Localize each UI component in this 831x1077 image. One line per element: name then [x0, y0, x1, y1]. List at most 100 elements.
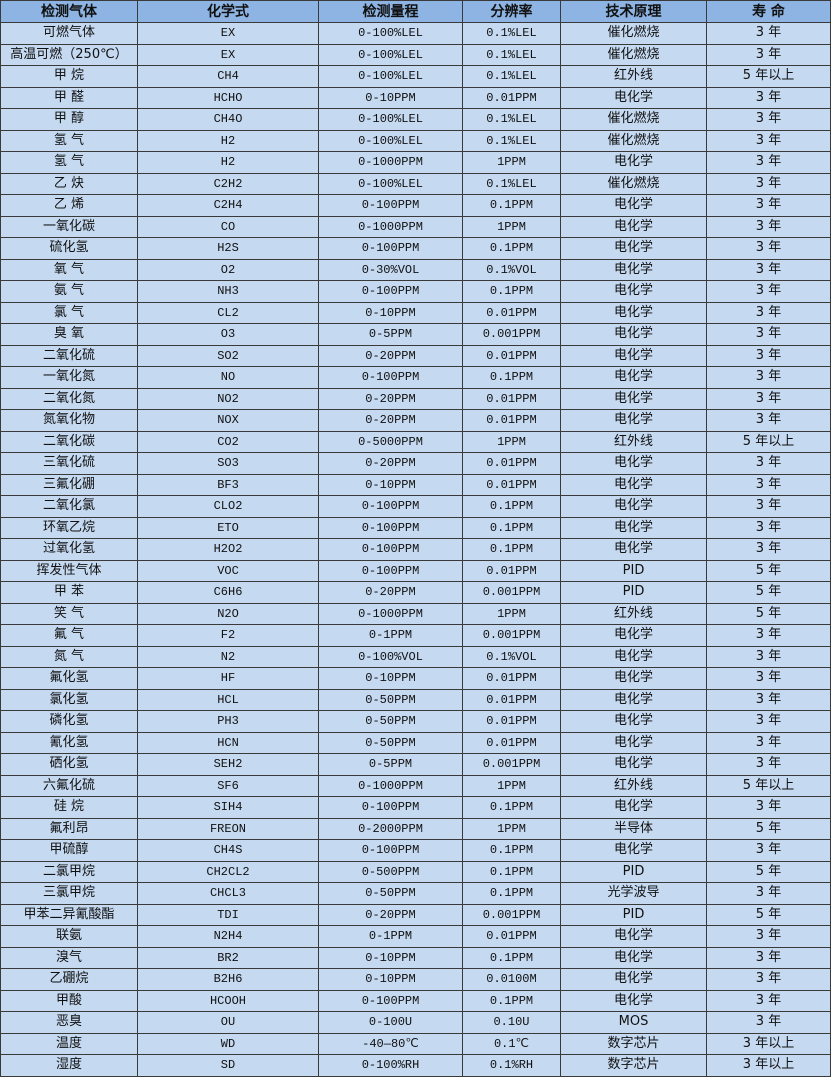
cell-lifespan: 5 年以上 — [706, 65, 831, 88]
cell-chemical-formula: CO — [137, 215, 319, 238]
cell-resolution: 0.1PPM — [462, 495, 561, 518]
cell-chemical-formula: BR2 — [137, 946, 319, 969]
cell-technical-principle: 催化燃烧 — [560, 22, 707, 45]
table-row: 臭 氧 O3 0-5PPM 0.001PPM 电化学 3 年 — [0, 323, 831, 346]
cell-technical-principle: 半导体 — [560, 817, 707, 840]
table-row: 二氧化氮 NO2 0-20PPM 0.01PPM 电化学 3 年 — [0, 387, 831, 410]
cell-lifespan: 5 年以上 — [706, 774, 831, 797]
cell-chemical-formula: NOX — [137, 409, 319, 432]
table-row: 氟利昂 FREON 0-2000PPM 1PPM 半导体 5 年 — [0, 817, 831, 840]
cell-gas-name: 温度 — [0, 1032, 138, 1055]
cell-measurement-range: 0-100%LEL — [318, 65, 463, 88]
cell-chemical-formula: H2 — [137, 151, 319, 174]
cell-resolution: 0.1%VOL — [462, 258, 561, 281]
cell-measurement-range: 0-100PPM — [318, 194, 463, 217]
table-row: 氨 气 NH3 0-100PPM 0.1PPM 电化学 3 年 — [0, 280, 831, 303]
cell-technical-principle: 红外线 — [560, 774, 707, 797]
header-measurement-range: 检测量程 — [318, 0, 463, 23]
cell-chemical-formula: CH2CL2 — [137, 860, 319, 883]
cell-technical-principle: 电化学 — [560, 989, 707, 1012]
cell-lifespan: 3 年 — [706, 280, 831, 303]
table-row: 氮 气 N2 0-100%VOL 0.1%VOL 电化学 3 年 — [0, 645, 831, 668]
cell-technical-principle: 催化燃烧 — [560, 172, 707, 195]
cell-resolution: 0.1PPM — [462, 280, 561, 303]
cell-lifespan: 3 年 — [706, 215, 831, 238]
cell-measurement-range: -40—80℃ — [318, 1032, 463, 1055]
cell-lifespan: 3 年 — [706, 1011, 831, 1034]
cell-chemical-formula: FREON — [137, 817, 319, 840]
cell-chemical-formula: SF6 — [137, 774, 319, 797]
cell-chemical-formula: HF — [137, 667, 319, 690]
cell-measurement-range: 0-10PPM — [318, 667, 463, 690]
cell-resolution: 0.1PPM — [462, 796, 561, 819]
cell-resolution: 0.1PPM — [462, 989, 561, 1012]
table-row: 可燃气体 EX 0-100%LEL 0.1%LEL 催化燃烧 3 年 — [0, 22, 831, 45]
cell-technical-principle: 电化学 — [560, 387, 707, 410]
cell-lifespan: 3 年 — [706, 452, 831, 475]
cell-lifespan: 3 年 — [706, 108, 831, 131]
cell-technical-principle: 电化学 — [560, 258, 707, 281]
cell-lifespan: 5 年 — [706, 903, 831, 926]
cell-measurement-range: 0-1PPM — [318, 925, 463, 948]
cell-measurement-range: 0-100PPM — [318, 538, 463, 561]
cell-technical-principle: 电化学 — [560, 731, 707, 754]
table-row: 一氧化碳 CO 0-1000PPM 1PPM 电化学 3 年 — [0, 215, 831, 238]
cell-chemical-formula: HCHO — [137, 86, 319, 109]
table-row: 温度 WD -40—80℃ 0.1℃ 数字芯片 3 年以上 — [0, 1032, 831, 1055]
header-technical-principle: 技术原理 — [560, 0, 707, 23]
cell-gas-name: 乙 炔 — [0, 172, 138, 195]
cell-lifespan: 3 年以上 — [706, 1054, 831, 1077]
cell-resolution: 0.01PPM — [462, 86, 561, 109]
cell-technical-principle: 电化学 — [560, 237, 707, 260]
cell-gas-name: 硒化氢 — [0, 753, 138, 776]
table-row: 甲苯二异氰酸酯 TDI 0-20PPM 0.001PPM PID 5 年 — [0, 903, 831, 926]
cell-lifespan: 3 年 — [706, 387, 831, 410]
cell-resolution: 0.01PPM — [462, 387, 561, 410]
header-lifespan: 寿 命 — [706, 0, 831, 23]
table-row: 二氧化碳 CO2 0-5000PPM 1PPM 红外线 5 年以上 — [0, 430, 831, 453]
cell-measurement-range: 0-1000PPM — [318, 602, 463, 625]
cell-lifespan: 5 年以上 — [706, 430, 831, 453]
cell-chemical-formula: NH3 — [137, 280, 319, 303]
cell-technical-principle: PID — [560, 559, 707, 582]
cell-gas-name: 联氨 — [0, 925, 138, 948]
cell-technical-principle: 电化学 — [560, 516, 707, 539]
cell-resolution: 0.001PPM — [462, 581, 561, 604]
cell-measurement-range: 0-10PPM — [318, 473, 463, 496]
cell-lifespan: 3 年 — [706, 237, 831, 260]
table-row: 氟 气 F2 0-1PPM 0.001PPM 电化学 3 年 — [0, 624, 831, 647]
cell-gas-name: 六氟化硫 — [0, 774, 138, 797]
cell-chemical-formula: WD — [137, 1032, 319, 1055]
cell-lifespan: 3 年 — [706, 258, 831, 281]
cell-gas-name: 恶臭 — [0, 1011, 138, 1034]
cell-measurement-range: 0-10PPM — [318, 86, 463, 109]
cell-resolution: 0.1℃ — [462, 1032, 561, 1055]
cell-gas-name: 氢 气 — [0, 129, 138, 152]
cell-technical-principle: 红外线 — [560, 602, 707, 625]
cell-measurement-range: 0-100%LEL — [318, 172, 463, 195]
cell-gas-name: 一氧化氮 — [0, 366, 138, 389]
cell-measurement-range: 0-500PPM — [318, 860, 463, 883]
cell-lifespan: 3 年 — [706, 516, 831, 539]
cell-lifespan: 3 年 — [706, 839, 831, 862]
cell-lifespan: 5 年 — [706, 860, 831, 883]
cell-resolution: 0.01PPM — [462, 925, 561, 948]
cell-chemical-formula: CH4S — [137, 839, 319, 862]
cell-chemical-formula: B2H6 — [137, 968, 319, 991]
table-row: 三氟化硼 BF3 0-10PPM 0.01PPM 电化学 3 年 — [0, 473, 831, 496]
cell-lifespan: 3 年 — [706, 946, 831, 969]
cell-gas-name: 二氧化氯 — [0, 495, 138, 518]
cell-lifespan: 3 年 — [706, 882, 831, 905]
cell-chemical-formula: EX — [137, 43, 319, 66]
cell-chemical-formula: HCOOH — [137, 989, 319, 1012]
cell-resolution: 0.1PPM — [462, 839, 561, 862]
cell-gas-name: 环氧乙烷 — [0, 516, 138, 539]
cell-chemical-formula: H2S — [137, 237, 319, 260]
cell-gas-name: 二氧化碳 — [0, 430, 138, 453]
cell-technical-principle: 电化学 — [560, 151, 707, 174]
cell-measurement-range: 0-10PPM — [318, 968, 463, 991]
cell-chemical-formula: NO — [137, 366, 319, 389]
cell-measurement-range: 0-30%VOL — [318, 258, 463, 281]
cell-resolution: 0.1PPM — [462, 538, 561, 561]
cell-measurement-range: 0-10PPM — [318, 946, 463, 969]
